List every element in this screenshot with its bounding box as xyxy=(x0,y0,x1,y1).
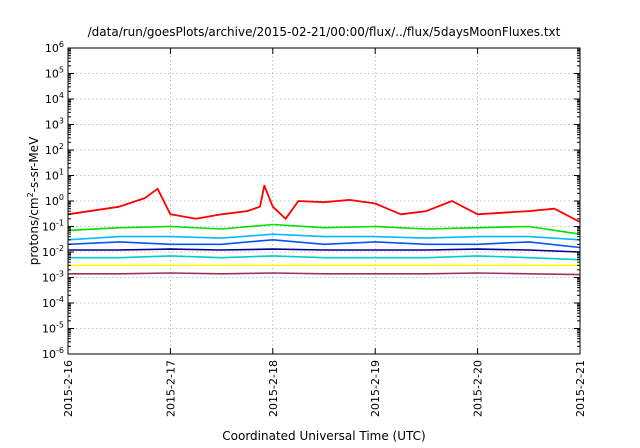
series-line-3 xyxy=(67,233,581,241)
y-tick-labels: 106 105 104 103 102 101 100 10-1 10-2 10-3 10-4 10-… xyxy=(42,40,64,361)
y-tick-label: 105 xyxy=(45,66,64,81)
series-line-8 xyxy=(68,272,581,276)
y-tick-label: 10-6 xyxy=(42,346,64,361)
y-tick-label: 10-3 xyxy=(42,270,64,285)
x-tick-label: 2015-2-18 xyxy=(267,360,280,417)
y-axis-label-superscript: 2 xyxy=(26,192,35,197)
series-line-5 xyxy=(68,248,581,253)
y-tick-label: 10-5 xyxy=(42,321,64,336)
y-axis-label-suffix: -s-sr-MeV xyxy=(27,136,41,192)
series-line-2 xyxy=(67,223,581,235)
y-tick-label: 104 xyxy=(45,91,64,106)
ticks-layer xyxy=(67,47,581,355)
y-tick-label: 10-1 xyxy=(42,219,64,234)
y-tick-label: 102 xyxy=(45,142,64,157)
series-line-1 xyxy=(67,184,581,223)
y-tick-label: 101 xyxy=(45,168,64,183)
x-tick-label: 2015-2-17 xyxy=(164,360,177,417)
grid-layer xyxy=(68,48,580,354)
x-axis-label: Coordinated Universal Time (UTC) xyxy=(222,429,425,443)
y-tick-label: 10-2 xyxy=(42,244,64,259)
series-line-6 xyxy=(68,255,581,261)
x-tick-label: 2015-2-21 xyxy=(574,360,587,417)
y-tick-label: 100 xyxy=(45,193,64,208)
y-axis-label: protons/cm2-s-sr-MeV xyxy=(26,136,41,265)
chart-title: /data/run/goesPlots/archive/2015-02-21/0… xyxy=(88,25,561,39)
y-tick-label: 10-4 xyxy=(42,295,64,310)
series-line-4 xyxy=(67,239,581,249)
y-tick-label: 106 xyxy=(45,40,64,55)
x-tick-labels: 2015-2-16 2015-2-17 2015-2-18 2015-2-19 2015… xyxy=(62,360,587,417)
series-layer xyxy=(67,184,581,276)
y-tick-label: 103 xyxy=(45,117,64,132)
y-axis-label-prefix: protons/cm xyxy=(27,197,41,265)
x-tick-label: 2015-2-19 xyxy=(369,360,382,417)
x-tick-label: 2015-2-20 xyxy=(472,360,485,417)
x-tick-label: 2015-2-16 xyxy=(62,360,75,417)
